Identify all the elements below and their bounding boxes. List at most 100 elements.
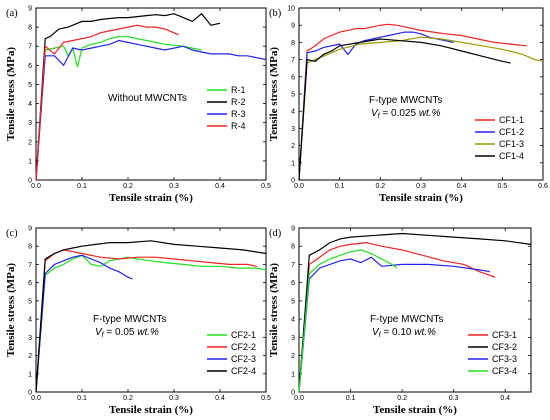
panel-label: (d)	[269, 228, 282, 239]
x-tick-label: 0.2	[123, 395, 133, 402]
y-tick-label: 7	[28, 262, 32, 269]
x-axis-label: Tensile strain (%)	[379, 192, 463, 204]
y-tick-label: 1	[28, 371, 32, 378]
legend-label: CF1-1	[499, 115, 524, 125]
y-tick-label: 8	[28, 244, 32, 251]
series-line-cf3-3	[298, 256, 490, 393]
series-line-r-4	[35, 24, 179, 181]
y-tick-label: 2	[291, 143, 295, 150]
annotation-text: F-type MWCNTs	[369, 95, 442, 106]
legend-label: R-1	[231, 85, 246, 95]
y-tick-label: 6	[28, 63, 32, 70]
annotation-text: F-type MWCNTs	[93, 314, 166, 325]
legend-label: CF2-3	[231, 354, 256, 364]
x-tick-label: 0.5	[261, 183, 271, 190]
y-tick-label: 5	[291, 298, 295, 305]
x-axis-label: Tensile strain (%)	[373, 404, 457, 416]
y-tick-label: 1	[291, 371, 295, 378]
y-tick-label: 3	[291, 126, 295, 133]
y-tick-label: 0	[291, 178, 295, 185]
legend-label: CF3-4	[492, 366, 517, 376]
x-tick-label: 0.0	[31, 183, 41, 190]
x-tick-label: 0.2	[123, 183, 133, 190]
y-tick-label: 7	[28, 44, 32, 51]
legend-label: CF3-2	[492, 342, 517, 352]
legend-label: CF3-1	[492, 330, 517, 340]
x-tick-label: 0.0	[31, 395, 41, 402]
series-line-cf2-4	[35, 240, 267, 393]
series-line-cf1-2	[298, 31, 454, 181]
y-tick-label: 9	[28, 226, 32, 233]
legend-label: CF2-2	[231, 342, 256, 352]
x-tick-label: 0.3	[169, 183, 179, 190]
x-tick-label: 0.0	[294, 183, 304, 190]
x-tick-label: 0.4	[457, 183, 467, 190]
x-tick-label: 0.1	[346, 395, 356, 402]
annotation-text: Without MWCNTs	[108, 93, 187, 104]
legend-label: CF2-4	[231, 366, 256, 376]
plot-frame	[35, 227, 267, 393]
y-tick-label: 8	[28, 25, 32, 32]
y-tick-label: 1	[28, 158, 32, 165]
y-tick-label: 8	[291, 244, 295, 251]
y-axis-label: Tensile stress (MPa)	[268, 47, 280, 141]
y-tick-label: 7	[291, 57, 295, 64]
y-tick-label: 4	[28, 101, 32, 108]
panel-label: (a)	[6, 8, 18, 19]
legend-label: CF3-3	[492, 354, 517, 364]
x-tick-label: 0.2	[397, 395, 407, 402]
x-tick-label: 0.4	[215, 183, 225, 190]
plot-frame	[298, 227, 532, 393]
y-tick-label: 3	[28, 335, 32, 342]
x-tick-label: 0.1	[335, 183, 345, 190]
x-axis-label: Tensile strain (%)	[109, 404, 193, 416]
y-tick-label: 1	[291, 160, 295, 167]
series-line-r-3	[35, 39, 267, 181]
x-tick-label: 0.6	[538, 183, 548, 190]
y-axis-label: Tensile stress (MPa)	[268, 263, 280, 357]
series-line-cf2-3	[35, 254, 133, 393]
x-axis-label: Tensile strain (%)	[109, 192, 193, 204]
x-tick-label: 0.1	[77, 395, 87, 402]
y-tick-label: 4	[291, 109, 295, 116]
x-tick-label: 0.5	[261, 395, 271, 402]
annotation-subtext: Vf = 0.05 wt.%	[95, 327, 159, 339]
y-tick-label: 5	[28, 82, 32, 89]
x-tick-label: 0.3	[416, 183, 426, 190]
y-tick-label: 0	[28, 178, 32, 185]
legend-label: CF1-3	[499, 139, 524, 149]
y-tick-label: 10	[287, 6, 295, 13]
y-tick-label: 6	[291, 74, 295, 81]
y-tick-label: 4	[291, 317, 295, 324]
y-axis-label: Tensile stress (MPa)	[5, 47, 17, 141]
y-tick-label: 3	[28, 120, 32, 127]
y-axis-label: Tensile stress (MPa)	[5, 263, 17, 357]
y-tick-label: 0	[291, 390, 295, 397]
x-tick-label: 0.4	[215, 395, 225, 402]
y-tick-label: 0	[28, 390, 32, 397]
series-line-cf3-1	[298, 241, 496, 393]
y-tick-label: 5	[291, 92, 295, 99]
y-tick-label: 3	[291, 335, 295, 342]
series-line-cf1-1	[298, 23, 527, 181]
y-tick-label: 6	[28, 280, 32, 287]
panel-label: (b)	[269, 8, 282, 19]
y-tick-label: 5	[28, 298, 32, 305]
chart-panel-4: 0.0 0.1 0.2 0.3 0.4 0 1 2 3 4 5 6 7 8 9 Tensile strain …	[268, 226, 532, 416]
plot-frame	[35, 7, 267, 181]
y-tick-label: 8	[291, 40, 295, 47]
series-line-cf1-4	[298, 38, 511, 181]
legend-label: R-4	[231, 121, 246, 131]
series-line-cf3-4	[298, 249, 398, 393]
annotation-subtext: Vf = 0.10 wt.%	[372, 327, 436, 339]
legend-label: R-2	[231, 97, 246, 107]
x-tick-label: 0.1	[77, 183, 87, 190]
series-line-r-2	[35, 12, 221, 181]
x-tick-label: 0.0	[294, 395, 304, 402]
y-tick-label: 2	[28, 139, 32, 146]
y-tick-label: 9	[291, 226, 295, 233]
series-line-cf3-2	[298, 232, 532, 393]
chart-panel-2: 0.0 0.1 0.2 0.3 0.4 0.5 0.6 0 1 2 3 4 5 6 7 8 9 10 Tensile…	[268, 6, 548, 205]
series-line-r-1	[35, 36, 202, 181]
